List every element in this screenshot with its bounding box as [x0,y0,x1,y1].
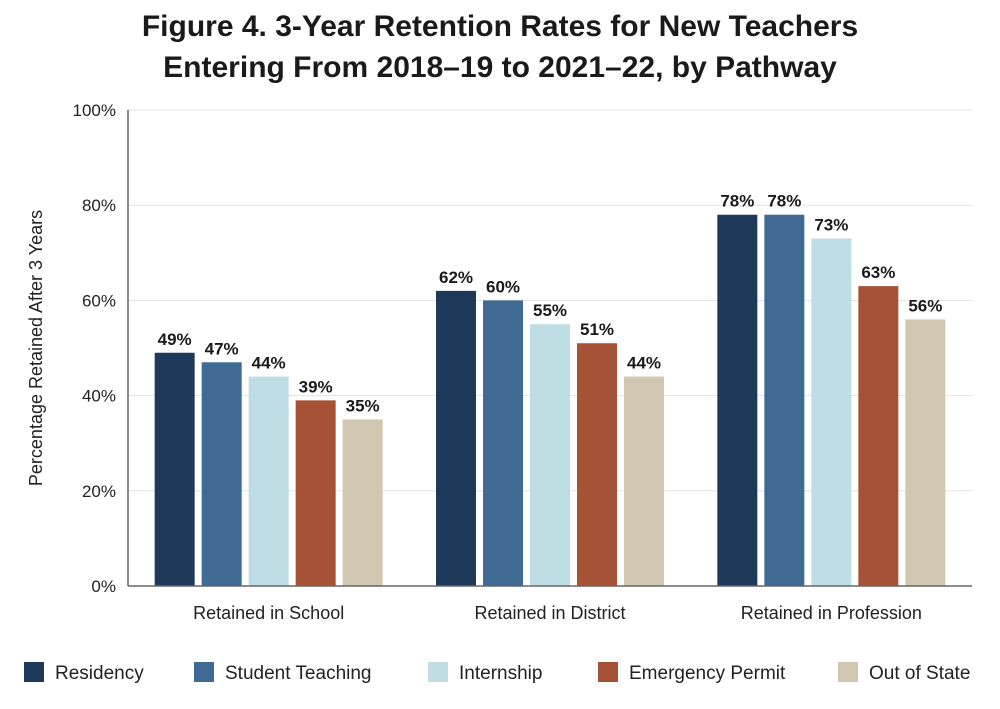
y-axis-label: Percentage Retained After 3 Years [26,210,46,486]
bar [858,286,899,586]
bar [764,214,805,586]
y-tick-label: 60% [82,291,116,310]
bar [154,352,195,586]
bar [905,319,946,586]
y-tick-label: 40% [82,387,116,406]
bar [295,400,336,586]
legend-item: Out of State [838,662,970,684]
data-label: 44% [627,354,661,373]
bar [342,419,383,586]
y-tick-label: 20% [82,482,116,501]
data-label: 35% [346,396,380,415]
data-label: 39% [299,377,333,396]
legend-label: Internship [459,663,542,684]
data-label: 62% [439,268,473,287]
legend-label: Student Teaching [225,663,372,684]
chart-title-line2: Entering From 2018–19 to 2021–22, by Pat… [163,51,837,84]
category-labels: Retained in School Retained in District Re… [193,603,922,623]
bar [483,300,523,586]
bar [201,362,242,586]
legend: Residency Student Teaching Internship Emerg… [24,662,970,684]
data-label: 60% [486,277,520,296]
chart-title-line1: Figure 4. 3-Year Retention Rates for New… [142,10,858,43]
legend-item: Emergency Permit [598,662,786,684]
data-label: 49% [158,330,192,349]
legend-swatch [194,662,214,682]
legend-swatch [24,662,44,682]
legend-label: Out of State [869,663,970,684]
legend-item: Student Teaching [194,662,372,684]
bar [717,214,758,586]
data-label: 47% [205,339,239,358]
bar [624,376,664,586]
legend-item: Internship [428,662,542,684]
bar [811,238,852,586]
bars [154,214,946,586]
y-tick-label: 100% [73,101,116,120]
category-label: Retained in Profession [741,603,922,623]
data-label: 73% [814,216,848,235]
legend-item: Residency [24,662,144,684]
data-label: 44% [252,354,286,373]
data-label: 51% [580,320,614,339]
category-label: Retained in District [474,603,625,623]
bar [436,290,476,586]
y-tick-labels: 0% 20% 40% 60% 80% 100% [73,101,116,596]
legend-label: Residency [55,663,144,684]
y-tick-label: 0% [91,577,116,596]
bar [577,343,617,586]
category-label: Retained in School [193,603,344,623]
data-label: 55% [533,301,567,320]
bar [248,376,289,586]
legend-swatch [428,662,448,682]
legend-label: Emergency Permit [629,663,786,684]
legend-swatch [598,662,618,682]
data-label: 78% [720,192,754,211]
data-label: 63% [861,263,895,282]
bar [530,324,570,586]
data-labels: 49% 47% 44% 39% 35% 62% 60% 55% 51% 44% 78% 78% 73% 6… [158,192,943,416]
data-label: 78% [767,192,801,211]
y-tick-label: 80% [82,196,116,215]
legend-swatch [838,662,858,682]
data-label: 56% [908,296,942,315]
